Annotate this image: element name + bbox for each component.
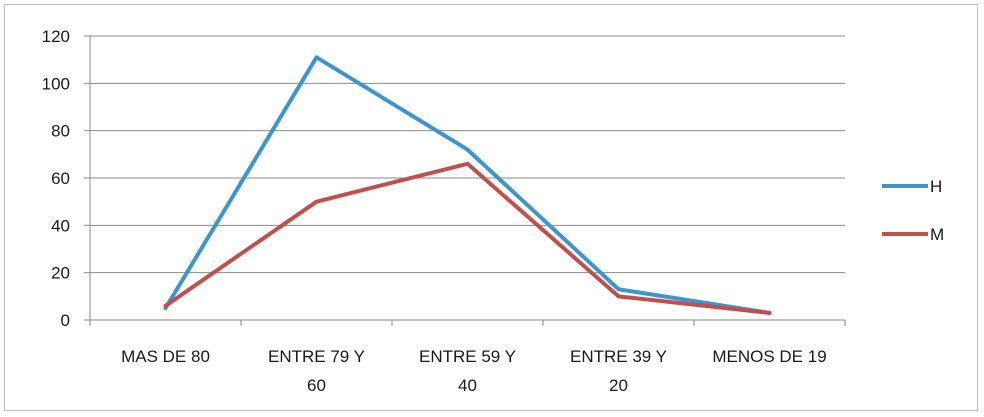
series-lines — [163, 55, 772, 315]
legend: HM — [882, 177, 944, 244]
chart-frame — [4, 4, 978, 411]
y-tick-label-100: 100 — [42, 74, 70, 93]
y-tick-label-0: 0 — [61, 311, 70, 330]
x-tick-label-3: ENTRE 39 Y 20 — [570, 347, 667, 395]
x-tick-label-0: MAS DE 80 — [121, 347, 210, 366]
gridlines — [90, 35, 845, 274]
x-axis-tick-labels: MAS DE 80 ENTRE 79 Y 60 ENTRE 59 Y 40 ENTRE 3… — [121, 347, 827, 395]
x-tick-label-2: ENTRE 59 Y 40 — [419, 347, 516, 395]
series-line-M — [163, 161, 772, 315]
y-tick-label-120: 120 — [42, 27, 70, 46]
y-tick-label-60: 60 — [51, 169, 70, 188]
y-axis-tick-labels: 0 20 40 60 80 100 120 — [42, 27, 90, 330]
legend-label-H: H — [930, 177, 942, 196]
legend-label-M: M — [930, 225, 944, 244]
y-tick-label-40: 40 — [51, 216, 70, 235]
x-axis — [89, 36, 846, 326]
x-tick-label-4: MENOS DE 19 — [712, 347, 826, 366]
series-line-H — [163, 55, 772, 315]
x-tick-label-1: ENTRE 79 Y 60 — [268, 347, 365, 395]
y-tick-label-80: 80 — [51, 122, 70, 141]
y-tick-label-20: 20 — [51, 264, 70, 283]
